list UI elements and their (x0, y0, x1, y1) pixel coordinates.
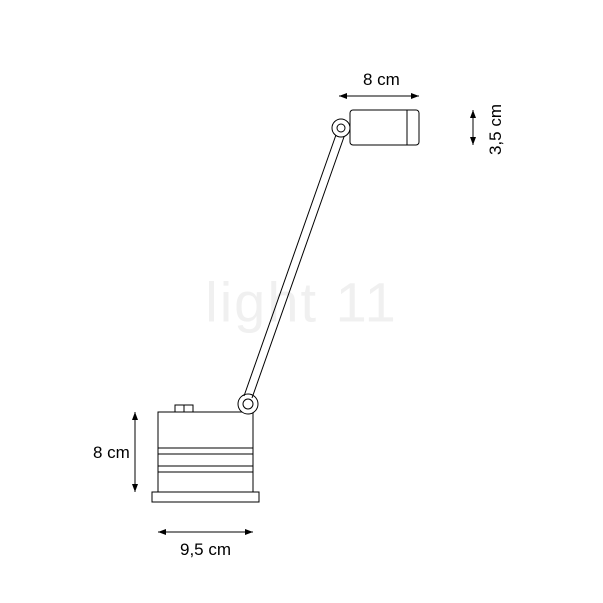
arm-line (244, 132, 337, 396)
dim-arrow (132, 484, 138, 492)
lower-joint-outer (238, 394, 258, 414)
head-body (350, 110, 419, 145)
dim-arrow (245, 529, 253, 535)
upper-joint-outer (332, 119, 350, 137)
dim-arrow (132, 412, 138, 420)
lamp-diagram (0, 0, 603, 603)
dim-arrow (470, 137, 476, 145)
dim-arrow (339, 93, 347, 99)
dim-arrow (158, 529, 166, 535)
dim-arrow (470, 110, 476, 118)
arm-line (252, 134, 345, 398)
base-foot (152, 492, 259, 502)
base-body (158, 412, 253, 492)
dim-arrow (411, 93, 419, 99)
